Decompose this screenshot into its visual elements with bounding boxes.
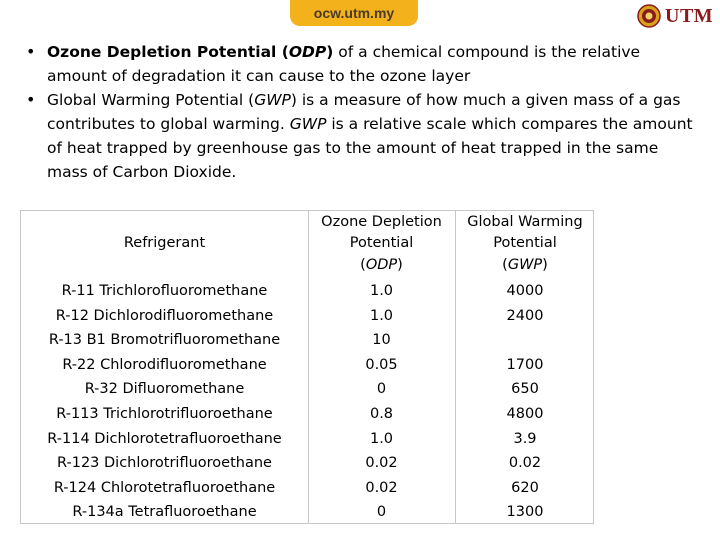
gwp-cell: 1700 xyxy=(506,356,544,373)
gwp-cell: 2400 xyxy=(506,307,544,324)
refrigerant-cell: R-123 Dichlorotrifluoroethane xyxy=(57,455,272,472)
header-refrigerant: Refrigerant xyxy=(21,211,308,277)
header-gwp-line1: Global Warming xyxy=(467,213,583,230)
table-row: R-123 Dichlorotrifluoroethane 0.02 0.02 xyxy=(21,451,593,476)
refrigerant-cell: R-12 Dichlorodifluoromethane xyxy=(55,307,274,324)
gwp-cell: 620 xyxy=(511,479,539,496)
header-odp-line2: Potential xyxy=(349,235,414,252)
site-url-tab: ocw.utm.my xyxy=(290,0,418,26)
refrigerant-table: Refrigerant Ozone Depletion Potential (O… xyxy=(20,210,594,524)
bullet-text: ) xyxy=(326,43,334,61)
bullet-text: GWP xyxy=(254,91,291,109)
table-row: R-124 Chlorotetrafluoroethane 0.02 620 xyxy=(21,476,593,501)
bullet-text: is a relative scale which compares the a… xyxy=(47,115,693,181)
university-crest-icon xyxy=(637,4,661,28)
gwp-cell: 4000 xyxy=(506,283,544,299)
refrigerant-cell: R-113 Trichlorotrifluoroethane xyxy=(56,405,273,422)
logo-text: UTM xyxy=(665,5,714,27)
table-row: R-22 Chlorodifluoromethane 0.05 1700 xyxy=(21,353,593,378)
table-row: R-12 Dichlorodifluoromethane 1.0 2400 xyxy=(21,304,593,329)
odp-cell: 1.0 xyxy=(369,283,394,299)
bullet-text: ) is a measure of how much a given mass … xyxy=(47,91,681,133)
gwp-cell: 1300 xyxy=(506,504,544,521)
bullet-text: Global Warming Potential ( xyxy=(47,91,255,109)
gwp-cell: 3.9 xyxy=(513,430,537,447)
odp-cell: 0 xyxy=(376,504,387,521)
odp-cell: 0 xyxy=(376,381,387,398)
refrigerant-cell: R-11 Trichlorofluoromethane xyxy=(61,283,268,299)
table-row: R-113 Trichlorotrifluoroethane 0.8 4800 xyxy=(21,402,593,427)
header-gwp-line2: Potential xyxy=(493,235,557,252)
header-refrigerant-label: Refrigerant xyxy=(123,235,206,252)
bullet-text: of a chemical compound is the relative a… xyxy=(47,43,641,85)
header-gwp: Global Warming Potential (GWP) xyxy=(455,211,595,277)
table-row: R-134a Tetrafluoroethane 0 1300 xyxy=(21,500,593,525)
header-odp: Ozone Depletion Potential (ODP) xyxy=(308,211,455,277)
odp-cell: 0.02 xyxy=(365,479,398,496)
odp-cell: 0.05 xyxy=(365,356,398,373)
utm-logo: UTM xyxy=(637,2,717,30)
table-row: R-32 Difluoromethane 0 650 xyxy=(21,377,593,402)
refrigerant-cell: R-22 Chlorodifluoromethane xyxy=(62,356,267,373)
site-url: ocw.utm.my xyxy=(313,5,395,21)
table-row: R-13 B1 Bromotrifluoromethane 10 xyxy=(21,328,593,353)
header-odp-abbr: (ODP) xyxy=(360,256,403,273)
bullet-list: Ozone Depletion Potential (ODP) of a che… xyxy=(22,40,702,184)
refrigerant-cell: R-13 B1 Bromotrifluoromethane xyxy=(48,332,281,349)
bullet-item: Ozone Depletion Potential (ODP) of a che… xyxy=(22,40,702,88)
table-row: R-11 Trichlorofluoromethane 1.0 4000 xyxy=(21,279,593,304)
odp-cell: 0.8 xyxy=(369,405,394,422)
odp-cell: 1.0 xyxy=(369,430,394,447)
table-row: R-114 Dichlorotetrafluoroethane 1.0 3.9 xyxy=(21,427,593,452)
column-divider xyxy=(308,211,309,523)
odp-cell: 0.02 xyxy=(365,455,398,472)
refrigerant-cell: R-32 Difluoromethane xyxy=(84,381,245,398)
column-divider xyxy=(455,211,456,523)
table-body: R-11 Trichlorofluoromethane 1.0 4000 R-12 D… xyxy=(21,279,593,525)
refrigerant-cell: R-124 Chlorotetrafluoroethane xyxy=(53,479,276,496)
bullet-text: Ozone Depletion Potential ( xyxy=(47,43,289,61)
header-gwp-abbr: (GWP) xyxy=(502,256,548,273)
header-odp-line1: Ozone Depletion xyxy=(321,213,442,230)
refrigerant-cell: R-134a Tetrafluoroethane xyxy=(72,504,257,521)
gwp-cell: 650 xyxy=(511,381,539,398)
gwp-cell: 0.02 xyxy=(508,455,542,472)
gwp-cell: 4800 xyxy=(506,405,544,422)
bullet-text: ODP xyxy=(288,43,327,61)
refrigerant-cell: R-114 Dichlorotetrafluoroethane xyxy=(47,430,282,447)
bullet-text: GWP xyxy=(289,115,327,133)
bullet-item: Global Warming Potential (GWP) is a meas… xyxy=(22,88,702,184)
odp-cell: 10 xyxy=(372,332,391,349)
odp-cell: 1.0 xyxy=(369,307,394,324)
